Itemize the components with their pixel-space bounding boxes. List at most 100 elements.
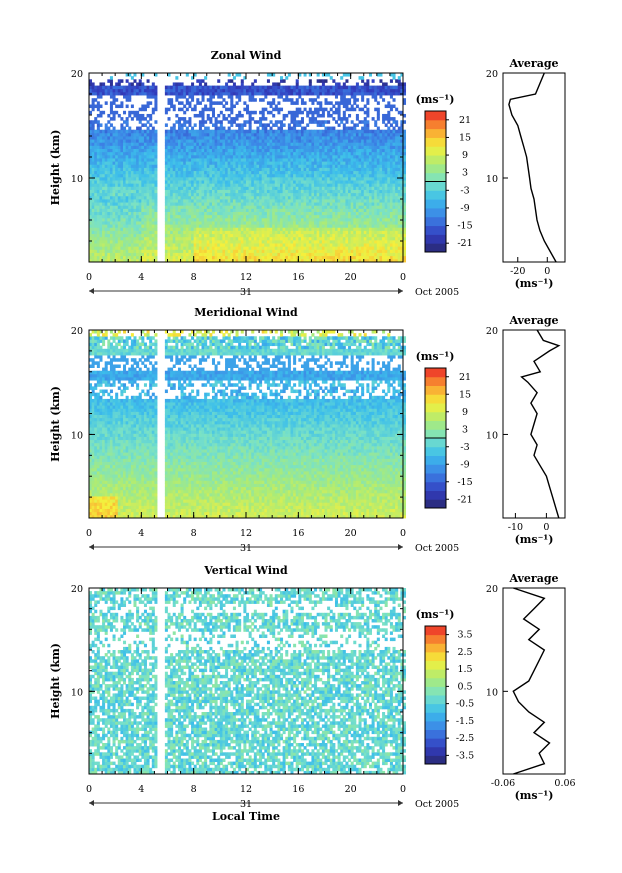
heatmap-cell [206,192,210,197]
heatmap-cell [327,183,331,187]
heatmap-cell [230,110,234,115]
heatmap-cell [204,227,208,231]
heatmap-cell [154,91,158,96]
heatmap-cell [136,233,140,238]
heatmap-cell [266,255,270,260]
heatmap-cell [183,239,187,244]
heatmap-cell [264,107,268,112]
heatmap-cell [175,161,179,165]
heatmap-cell [115,208,119,212]
heatmap-cell [332,249,336,253]
heatmap-cell [204,192,208,197]
heatmap-cell [227,236,231,241]
heatmap-cell [253,252,257,257]
heatmap-cell [120,173,124,178]
heatmap-cell [217,176,221,181]
heatmap-cell [246,154,250,159]
heatmap-cell [99,195,103,200]
heatmap-cell [232,202,236,206]
heatmap-cell [136,202,140,206]
heatmap-cell [295,205,299,209]
heatmap-cell [340,249,344,253]
heatmap-cell [282,148,286,153]
heatmap-cell [128,110,132,115]
heatmap-cell [316,101,320,105]
heatmap-cell [327,158,331,162]
heatmap-cell [243,170,247,175]
heatmap-cell [112,110,116,115]
heatmap-cell [324,208,328,212]
heatmap-cell [112,126,116,131]
heatmap-cell [321,170,325,175]
heatmap-cell [287,195,291,200]
heatmap-cell [327,195,331,200]
heatmap-cell [266,183,270,187]
heatmap-cell [300,239,304,244]
heatmap-cell [327,202,331,206]
heatmap-cell [222,176,226,181]
heatmap-cell [151,195,155,200]
heatmap-cell [211,173,215,178]
heatmap-cell [308,255,312,260]
heatmap-cell [295,195,299,200]
heatmap-cell [274,170,278,175]
heatmap-cell [266,180,270,184]
heatmap-cell [266,224,270,228]
heatmap-cell [133,145,137,149]
heatmap-cell [303,233,307,238]
heatmap-cell [277,120,281,124]
heatmap-cell [217,167,221,172]
heatmap-cell [104,142,108,146]
heatmap-cell [102,88,106,93]
heatmap-cell [99,186,103,190]
heatmap-cell [329,126,333,131]
heatmap-cell [238,202,242,206]
heatmap-cell [167,236,171,241]
heatmap-cell [206,126,210,131]
heatmap-cell [334,170,338,175]
heatmap-cell [102,154,106,159]
heatmap-cell [123,202,127,206]
heatmap-cell [308,148,312,153]
heatmap-cell [311,170,315,175]
heatmap-cell [141,227,145,231]
heatmap-cell [201,211,205,216]
heatmap-cell [183,255,187,260]
heatmap-cell [230,243,234,247]
heatmap-cell [246,145,250,149]
heatmap-cell [183,199,187,203]
heatmap-cell [316,151,320,156]
heatmap-cell [193,107,197,112]
heatmap-cell [256,186,260,190]
heatmap-cell [91,170,95,175]
heatmap-cell [115,233,119,238]
heatmap-cell [225,199,229,203]
heatmap-cell [251,142,255,146]
heatmap-cell [107,158,111,162]
heatmap-cell [334,167,338,172]
heatmap-cell [193,252,197,257]
heatmap-cell [348,205,352,209]
heatmap-cell [185,199,189,203]
heatmap-cell [177,176,181,181]
heatmap-cell [308,192,312,197]
heatmap-cell [115,151,119,156]
heatmap-cell [180,205,184,209]
heatmap-cell [303,246,307,250]
heatmap-cell [138,107,142,112]
heatmap-cell [109,82,113,86]
heatmap-cell [256,214,260,219]
heatmap-cell [180,161,184,165]
heatmap-cell [340,205,344,209]
heatmap-cell [311,224,315,228]
heatmap-cell [327,233,331,238]
heatmap-cell [230,132,234,137]
heatmap-cell [227,202,231,206]
heatmap-cell [227,239,231,244]
heatmap-cell [170,255,174,260]
heatmap-cell [191,151,195,156]
heatmap-cell [332,224,336,228]
heatmap-cell [272,154,276,159]
heatmap-cell [300,202,304,206]
heatmap-cell [172,154,176,159]
